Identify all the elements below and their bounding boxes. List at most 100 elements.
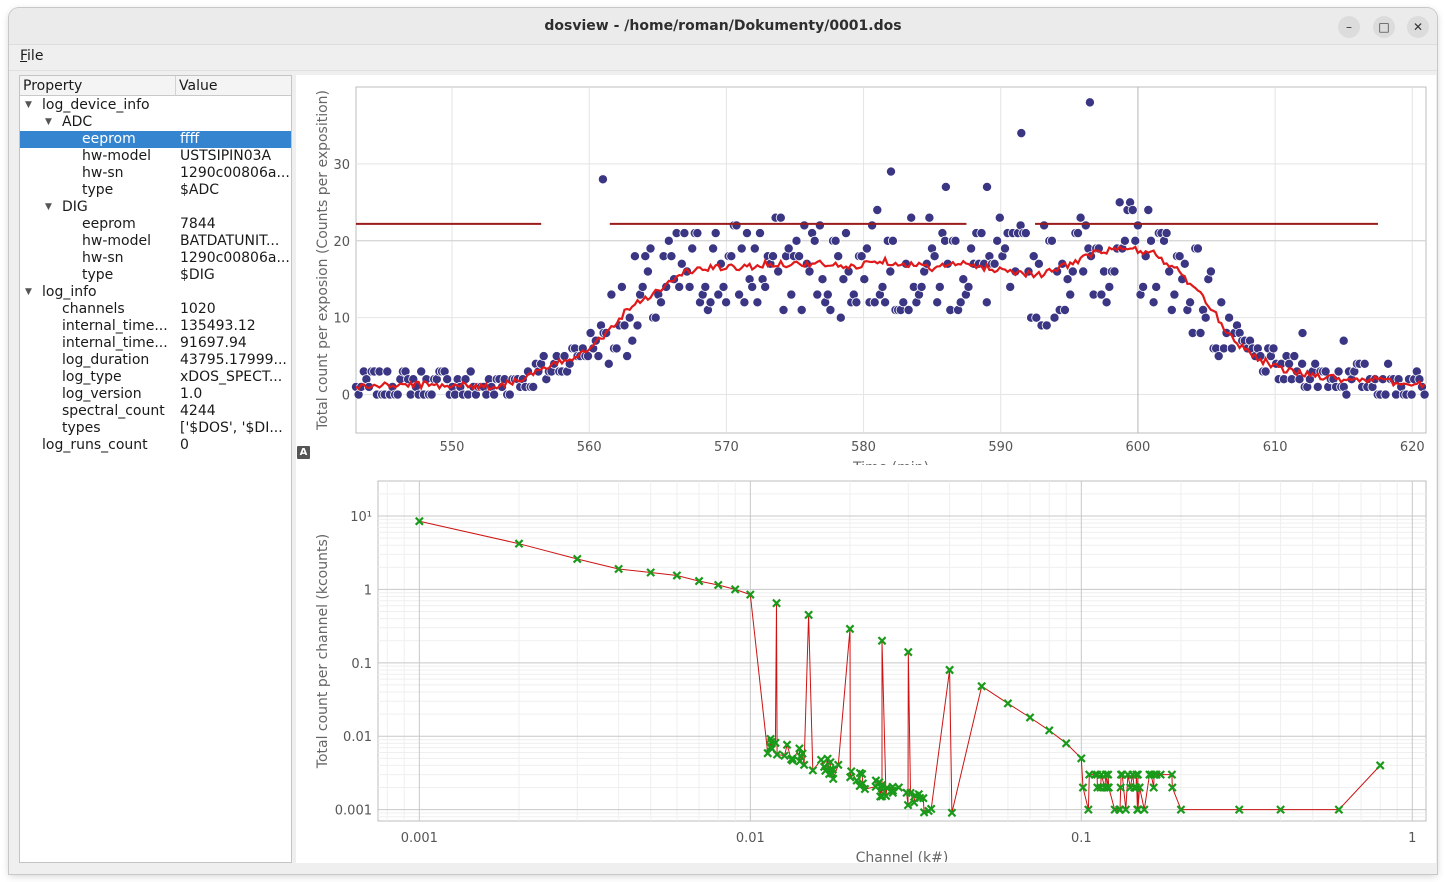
scatter-point xyxy=(663,235,674,246)
scatter-point xyxy=(791,235,802,246)
column-header-property[interactable]: Property xyxy=(20,76,176,96)
tree-row[interactable]: eeprom 7844 xyxy=(20,216,291,233)
scatter-point xyxy=(1020,228,1031,239)
scatter-point xyxy=(812,289,823,300)
close-button[interactable]: ✕ xyxy=(1407,16,1429,38)
tree-row[interactable]: hw-model BATDATUNIT... xyxy=(20,233,291,250)
tree-row[interactable]: log_version 1.0 xyxy=(20,386,291,403)
spectrum-marker xyxy=(780,751,789,761)
spectrum-marker xyxy=(833,760,843,770)
scatter-point xyxy=(773,266,784,277)
scatter-point xyxy=(867,220,878,231)
menu-file[interactable]: File xyxy=(20,48,43,64)
time-series-chart[interactable]: 550 560 570 580 590 600 610 620 0 10 20 30 Time (min… xyxy=(296,75,1436,465)
scatter-point xyxy=(940,181,951,192)
y-tick-label: 0.1 xyxy=(351,657,372,672)
scatter-point xyxy=(754,228,765,239)
scatter-point xyxy=(603,358,614,369)
scatter-point xyxy=(676,258,687,269)
tree-row[interactable]: hw-model USTSIPIN03A xyxy=(20,148,291,165)
tree-row[interactable]: ▼ DIG xyxy=(20,199,291,216)
tree-row-value: 0 xyxy=(180,437,189,453)
autoscale-button[interactable]: A xyxy=(297,446,310,459)
tree-row[interactable]: log_runs_count 0 xyxy=(20,437,291,454)
expand-arrow-icon[interactable]: ▼ xyxy=(25,287,32,297)
tree-row[interactable]: type $ADC xyxy=(20,182,291,199)
tree-row[interactable]: types ['$DOS', '$DI... xyxy=(20,420,291,437)
property-tree[interactable]: Property Value ▼ log_device_info ▼ ADC eepro… xyxy=(19,75,292,863)
scatter-point xyxy=(1132,220,1143,231)
spectrum-chart[interactable]: 0.001 0.01 0.1 1 0.001 0.01 0.1 1 10¹ Channel (k#… xyxy=(296,467,1436,862)
expand-arrow-icon[interactable]: ▼ xyxy=(25,100,32,110)
tree-row[interactable]: ▼ log_device_info xyxy=(20,97,291,114)
tree-row-property: log_runs_count xyxy=(42,437,148,453)
scatter-point xyxy=(1419,389,1430,400)
tree-row[interactable]: log_type xDOS_SPECT... xyxy=(20,369,291,386)
tree-row[interactable]: internal_time... 91697.94 xyxy=(20,335,291,352)
spectrum-marker xyxy=(1133,805,1143,815)
scatter-point xyxy=(869,297,880,308)
spectrum-marker xyxy=(514,539,524,549)
scatter-point xyxy=(760,281,771,292)
scatter-point xyxy=(1161,228,1172,239)
spectrum-marker xyxy=(1149,770,1159,779)
scatter-point xyxy=(1179,258,1190,269)
scatter-point xyxy=(1383,358,1394,369)
scatter-point xyxy=(963,281,974,292)
spectrum-marker xyxy=(798,749,807,758)
y-tick-label: 30 xyxy=(333,158,350,173)
tree-row-value: ['$DOS', '$DI... xyxy=(180,420,283,436)
tree-row[interactable]: spectral_count 4244 xyxy=(20,403,291,420)
scatter-point xyxy=(645,243,656,254)
scatter-point xyxy=(1062,274,1073,285)
tree-row[interactable]: hw-sn 1290c00806a... xyxy=(20,165,291,182)
scatter-point xyxy=(1297,358,1308,369)
spectrum-marker xyxy=(1025,713,1035,722)
spectrum-marker xyxy=(772,750,782,759)
spectrum-marker xyxy=(845,624,855,634)
scatter-point xyxy=(916,281,927,292)
spectrum-marker xyxy=(1104,783,1114,792)
spectrum-marker xyxy=(1103,770,1113,779)
spectrum-marker xyxy=(1375,761,1385,770)
expand-arrow-icon[interactable]: ▼ xyxy=(45,202,52,212)
tree-row-value: USTSIPIN03A xyxy=(180,148,272,164)
tree-row-property: type xyxy=(82,182,114,198)
scatter-point xyxy=(442,374,453,385)
title-bar[interactable]: dosview - /home/roman/Dokumenty/0001.dos… xyxy=(9,8,1437,45)
scatter-point xyxy=(1005,281,1016,292)
tree-row-value: 91697.94 xyxy=(180,335,247,351)
spectrum-marker xyxy=(903,647,913,657)
column-header-value[interactable]: Value xyxy=(179,78,218,94)
spectrum-marker xyxy=(1176,805,1186,815)
tree-row[interactable]: log_duration 43795.17999... xyxy=(20,352,291,369)
y-tick-label: 1 xyxy=(364,583,372,598)
expand-arrow-icon[interactable]: ▼ xyxy=(45,117,52,127)
tree-row[interactable]: hw-sn 1290c00806a... xyxy=(20,250,291,267)
tree-row[interactable]: channels 1020 xyxy=(20,301,291,318)
tree-row[interactable]: type $DIG xyxy=(20,267,291,284)
tree-row[interactable]: ▼ log_info xyxy=(20,284,291,301)
tree-row[interactable]: eeprom ffff xyxy=(20,131,291,148)
scatter-point xyxy=(624,312,635,323)
spectrum-marker xyxy=(918,793,928,803)
scatter-point xyxy=(814,220,825,231)
scatter-point xyxy=(1169,289,1180,300)
spectrum-marker xyxy=(1061,738,1071,748)
scatter-point xyxy=(1320,366,1331,377)
x-tick-label: 620 xyxy=(1400,440,1425,455)
tree-row[interactable]: internal_time... 135493.12 xyxy=(20,318,291,335)
y-tick-label: 0.001 xyxy=(335,804,372,819)
scatter-point xyxy=(679,228,690,239)
tree-row-value: 43795.17999... xyxy=(180,352,287,368)
maximize-button[interactable]: □ xyxy=(1373,16,1395,38)
window-title: dosview - /home/roman/Dokumenty/0001.dos xyxy=(544,18,902,34)
tree-row-property: DIG xyxy=(62,199,88,215)
tree-row[interactable]: ▼ ADC xyxy=(20,114,291,131)
minimize-button[interactable]: – xyxy=(1338,16,1360,38)
scatter-point xyxy=(1028,251,1039,262)
plot-area[interactable]: 550 560 570 580 590 600 610 620 0 10 20 30 Time (min… xyxy=(296,75,1436,863)
x-tick-label: 1 xyxy=(1408,831,1416,846)
spectrum-marker xyxy=(947,808,957,818)
spectrum-marker xyxy=(1044,726,1054,735)
